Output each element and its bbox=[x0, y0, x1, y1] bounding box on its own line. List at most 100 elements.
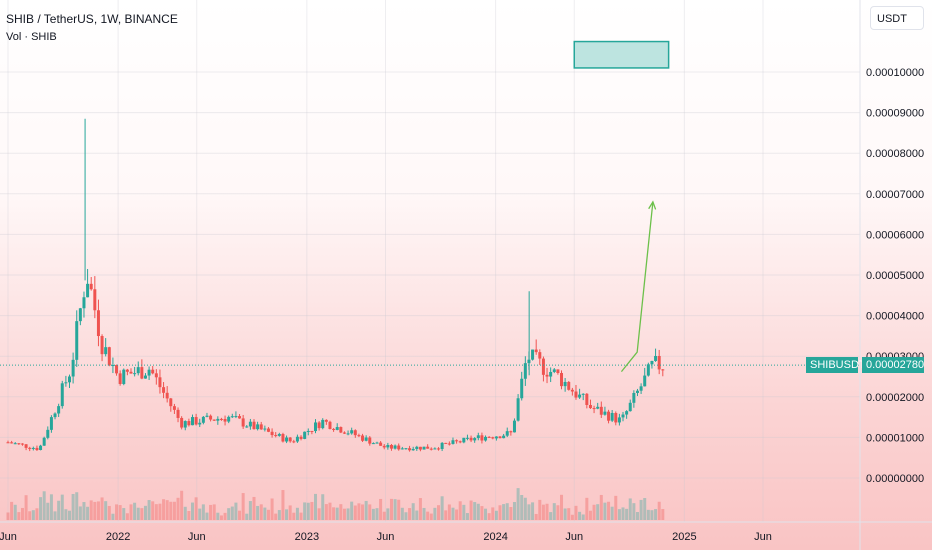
last-price-tag: 0.00002780 bbox=[862, 357, 924, 374]
y-tick-label: 0.00001000 bbox=[866, 432, 924, 444]
candle-body bbox=[288, 437, 292, 442]
candle-body bbox=[473, 438, 477, 441]
candle-body bbox=[578, 394, 582, 398]
candle-body bbox=[389, 444, 393, 449]
candle-body bbox=[339, 427, 343, 433]
volume-bar bbox=[487, 513, 491, 520]
volume-bar bbox=[162, 499, 166, 520]
candle-body bbox=[104, 347, 108, 355]
volume-bar bbox=[133, 502, 137, 520]
volume-bar bbox=[523, 497, 527, 520]
volume-bar bbox=[408, 508, 412, 520]
candle-body bbox=[491, 437, 495, 439]
candle-body bbox=[180, 417, 184, 428]
candle-body bbox=[295, 436, 299, 442]
volume-bar bbox=[324, 504, 328, 520]
volume-bar bbox=[509, 507, 513, 520]
volume-bar bbox=[64, 509, 68, 520]
volume-bar bbox=[614, 495, 618, 520]
candle-body bbox=[455, 440, 459, 442]
candle-body bbox=[140, 367, 144, 379]
volume-bar bbox=[24, 495, 28, 520]
x-tick-label: 2024 bbox=[483, 531, 507, 543]
candle-body bbox=[400, 448, 404, 450]
volume-bar bbox=[433, 507, 437, 520]
volume-bar bbox=[205, 512, 209, 520]
currency-button[interactable]: USDT bbox=[870, 6, 924, 30]
candle-body bbox=[596, 406, 600, 409]
candle-body bbox=[165, 392, 169, 399]
volume-bar bbox=[440, 496, 444, 520]
volume-bar bbox=[447, 504, 451, 520]
candle-body bbox=[429, 448, 433, 450]
volume-bar bbox=[563, 508, 567, 520]
volume-bar bbox=[476, 503, 480, 520]
candle-body bbox=[86, 283, 90, 298]
volume-bar bbox=[93, 501, 97, 520]
volume-bar bbox=[585, 497, 589, 520]
candle-body bbox=[252, 421, 256, 430]
volume-bar bbox=[639, 499, 643, 520]
volume-bar bbox=[151, 501, 155, 520]
volume-bar bbox=[17, 512, 21, 520]
volume-bar bbox=[512, 502, 516, 520]
y-tick-label: 0.00006000 bbox=[866, 229, 924, 241]
candle-body bbox=[17, 443, 21, 445]
candle-body bbox=[191, 417, 195, 426]
candle-body bbox=[476, 435, 480, 439]
candle-body bbox=[549, 371, 553, 377]
volume-bar bbox=[342, 508, 346, 520]
volume-bar bbox=[607, 501, 611, 520]
volume-bar bbox=[556, 505, 560, 520]
volume-bar bbox=[498, 505, 502, 520]
target-zone-box[interactable] bbox=[573, 40, 670, 69]
candle-body bbox=[411, 448, 415, 451]
volume-bar bbox=[223, 512, 227, 520]
candle-body bbox=[256, 424, 260, 430]
volume-bar bbox=[295, 507, 299, 520]
candle-body bbox=[393, 445, 397, 449]
candle-body bbox=[617, 417, 621, 423]
x-tick-label: Jun bbox=[754, 531, 772, 543]
candle-body bbox=[654, 355, 658, 361]
candle-body bbox=[270, 431, 274, 436]
volume-bar bbox=[397, 499, 401, 520]
candle-body bbox=[375, 442, 379, 444]
candle-body bbox=[310, 430, 314, 432]
candle-body bbox=[628, 402, 632, 412]
candle-body bbox=[133, 373, 137, 375]
volume-bar bbox=[418, 498, 422, 520]
candle-body bbox=[386, 444, 390, 448]
volume-bar bbox=[35, 508, 39, 520]
candle-body bbox=[368, 437, 372, 444]
candle-body bbox=[198, 422, 202, 425]
candle-body bbox=[281, 434, 285, 442]
volume-bar bbox=[581, 514, 585, 520]
candle-body bbox=[234, 416, 238, 418]
volume-bar bbox=[125, 513, 129, 520]
volume-bar bbox=[335, 507, 339, 520]
candle-body bbox=[324, 419, 328, 422]
volume-bar bbox=[650, 510, 654, 520]
volume-bar bbox=[364, 500, 368, 520]
x-tick-label: 2025 bbox=[672, 531, 696, 543]
volume-bar bbox=[531, 502, 535, 520]
candle-body bbox=[115, 365, 119, 374]
candle-body bbox=[451, 440, 455, 444]
candle-body bbox=[332, 428, 336, 430]
projection-arrow[interactable] bbox=[620, 201, 654, 373]
volume-bar bbox=[60, 494, 64, 520]
candle-body bbox=[24, 444, 28, 448]
candle-body bbox=[28, 447, 32, 449]
candle-body bbox=[357, 435, 361, 437]
volume-bar bbox=[578, 511, 582, 520]
volume-bar bbox=[191, 502, 195, 520]
candle-body bbox=[111, 365, 115, 367]
candle-body bbox=[230, 416, 234, 418]
volume-bar bbox=[75, 492, 79, 520]
candle-body bbox=[35, 447, 39, 451]
candle-body bbox=[64, 382, 68, 384]
candle-body bbox=[187, 421, 191, 426]
symbol-price-tag: SHIBUSDT bbox=[806, 357, 866, 374]
